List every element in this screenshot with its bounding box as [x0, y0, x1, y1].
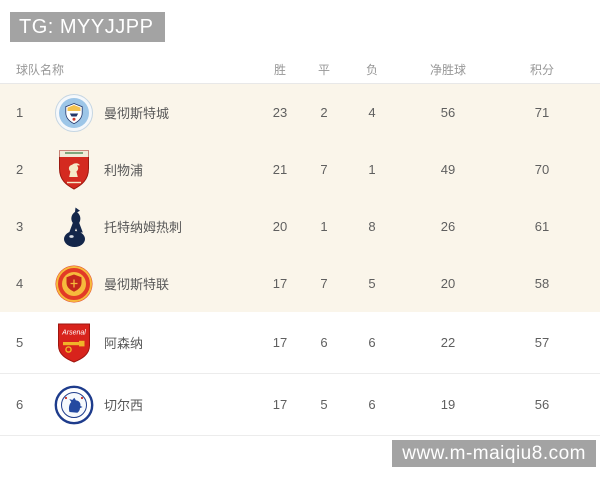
table-row: 6 切尔西 17 5 6 19 56 — [0, 374, 600, 436]
badge-cell — [44, 149, 104, 191]
table-row: 1 曼彻斯特城 23 2 4 56 71 — [0, 84, 600, 141]
table-header-row: 球队名称 胜 平 负 净胜球 积分 — [0, 56, 600, 84]
badge-cell — [44, 264, 104, 304]
rank-cell: 4 — [16, 276, 24, 291]
team-name: 利物浦 — [104, 163, 144, 178]
wins-cell: 23 — [272, 105, 288, 120]
rank-cell: 6 — [16, 397, 24, 412]
team-name: 切尔西 — [104, 398, 144, 413]
losses-cell: 5 — [368, 276, 376, 291]
chelsea-badge-icon — [54, 385, 94, 424]
team-name: 曼彻斯特城 — [104, 106, 170, 121]
arsenal-badge-icon: Arsenal — [58, 323, 90, 363]
draws-cell: 7 — [320, 162, 328, 177]
goal-difference-cell: 26 — [440, 219, 456, 234]
rank-cell: 1 — [16, 105, 24, 120]
losses-cell: 6 — [368, 397, 376, 412]
table-row: 3 托特纳姆热刺 20 1 8 26 61 — [0, 198, 600, 255]
rank-cell: 3 — [16, 219, 24, 234]
badge-cell: Arsenal — [44, 322, 104, 364]
points-cell: 70 — [534, 162, 550, 177]
team-name: 阿森纳 — [104, 336, 144, 351]
team-name: 曼彻斯特联 — [104, 277, 170, 292]
table-row: 2 利物浦 21 7 1 49 70 — [0, 141, 600, 198]
badge-cell — [44, 93, 104, 133]
header-wins: 胜 — [273, 63, 286, 77]
points-cell: 57 — [534, 335, 550, 350]
wins-cell: 21 — [272, 162, 288, 177]
points-cell: 71 — [534, 105, 550, 120]
goal-difference-cell: 19 — [440, 397, 456, 412]
losses-cell: 4 — [368, 105, 376, 120]
points-cell: 56 — [534, 397, 550, 412]
watermark: www.m-maiqiu8.com — [392, 440, 596, 467]
goal-difference-cell: 49 — [440, 162, 456, 177]
team-name: 托特纳姆热刺 — [104, 220, 183, 235]
table-row: 4 曼彻斯特联 17 7 5 20 58 — [0, 255, 600, 312]
wins-cell: 17 — [272, 276, 288, 291]
rank-cell: 2 — [16, 162, 24, 177]
badge-cell — [44, 385, 104, 425]
table-row: 5 Arsenal 阿森纳 17 6 6 22 57 — [0, 312, 600, 374]
wins-cell: 17 — [272, 335, 288, 350]
wins-cell: 20 — [272, 219, 288, 234]
losses-cell: 8 — [368, 219, 376, 234]
losses-cell: 6 — [368, 335, 376, 350]
tg-banner: TG: MYYJJPP — [10, 12, 166, 42]
header-draws: 平 — [317, 63, 330, 77]
rank-cell: 5 — [16, 335, 24, 350]
header-goal-difference: 净胜球 — [429, 63, 466, 77]
losses-cell: 1 — [368, 162, 376, 177]
wins-cell: 17 — [272, 397, 288, 412]
draws-cell: 1 — [320, 219, 328, 234]
points-cell: 61 — [534, 219, 550, 234]
points-cell: 58 — [534, 276, 550, 291]
league-standings-table: 球队名称 胜 平 负 净胜球 积分 1 曼彻斯特城 23 2 4 56 71 2 — [0, 56, 600, 436]
draws-cell: 7 — [320, 276, 328, 291]
manchester-united-badge-icon — [55, 265, 93, 302]
draws-cell: 5 — [320, 397, 328, 412]
svg-text:Arsenal: Arsenal — [61, 329, 86, 336]
goal-difference-cell: 22 — [440, 335, 456, 350]
tottenham-hotspur-badge-icon — [63, 207, 85, 247]
header-losses: 负 — [365, 63, 378, 77]
manchester-city-badge-icon — [55, 93, 93, 132]
draws-cell: 6 — [320, 335, 328, 350]
liverpool-badge-icon — [59, 150, 89, 190]
draws-cell: 2 — [320, 105, 328, 120]
header-points: 积分 — [529, 63, 554, 77]
badge-cell — [44, 206, 104, 248]
goal-difference-cell: 20 — [440, 276, 456, 291]
goal-difference-cell: 56 — [440, 105, 456, 120]
header-team-name: 球队名称 — [16, 63, 65, 77]
